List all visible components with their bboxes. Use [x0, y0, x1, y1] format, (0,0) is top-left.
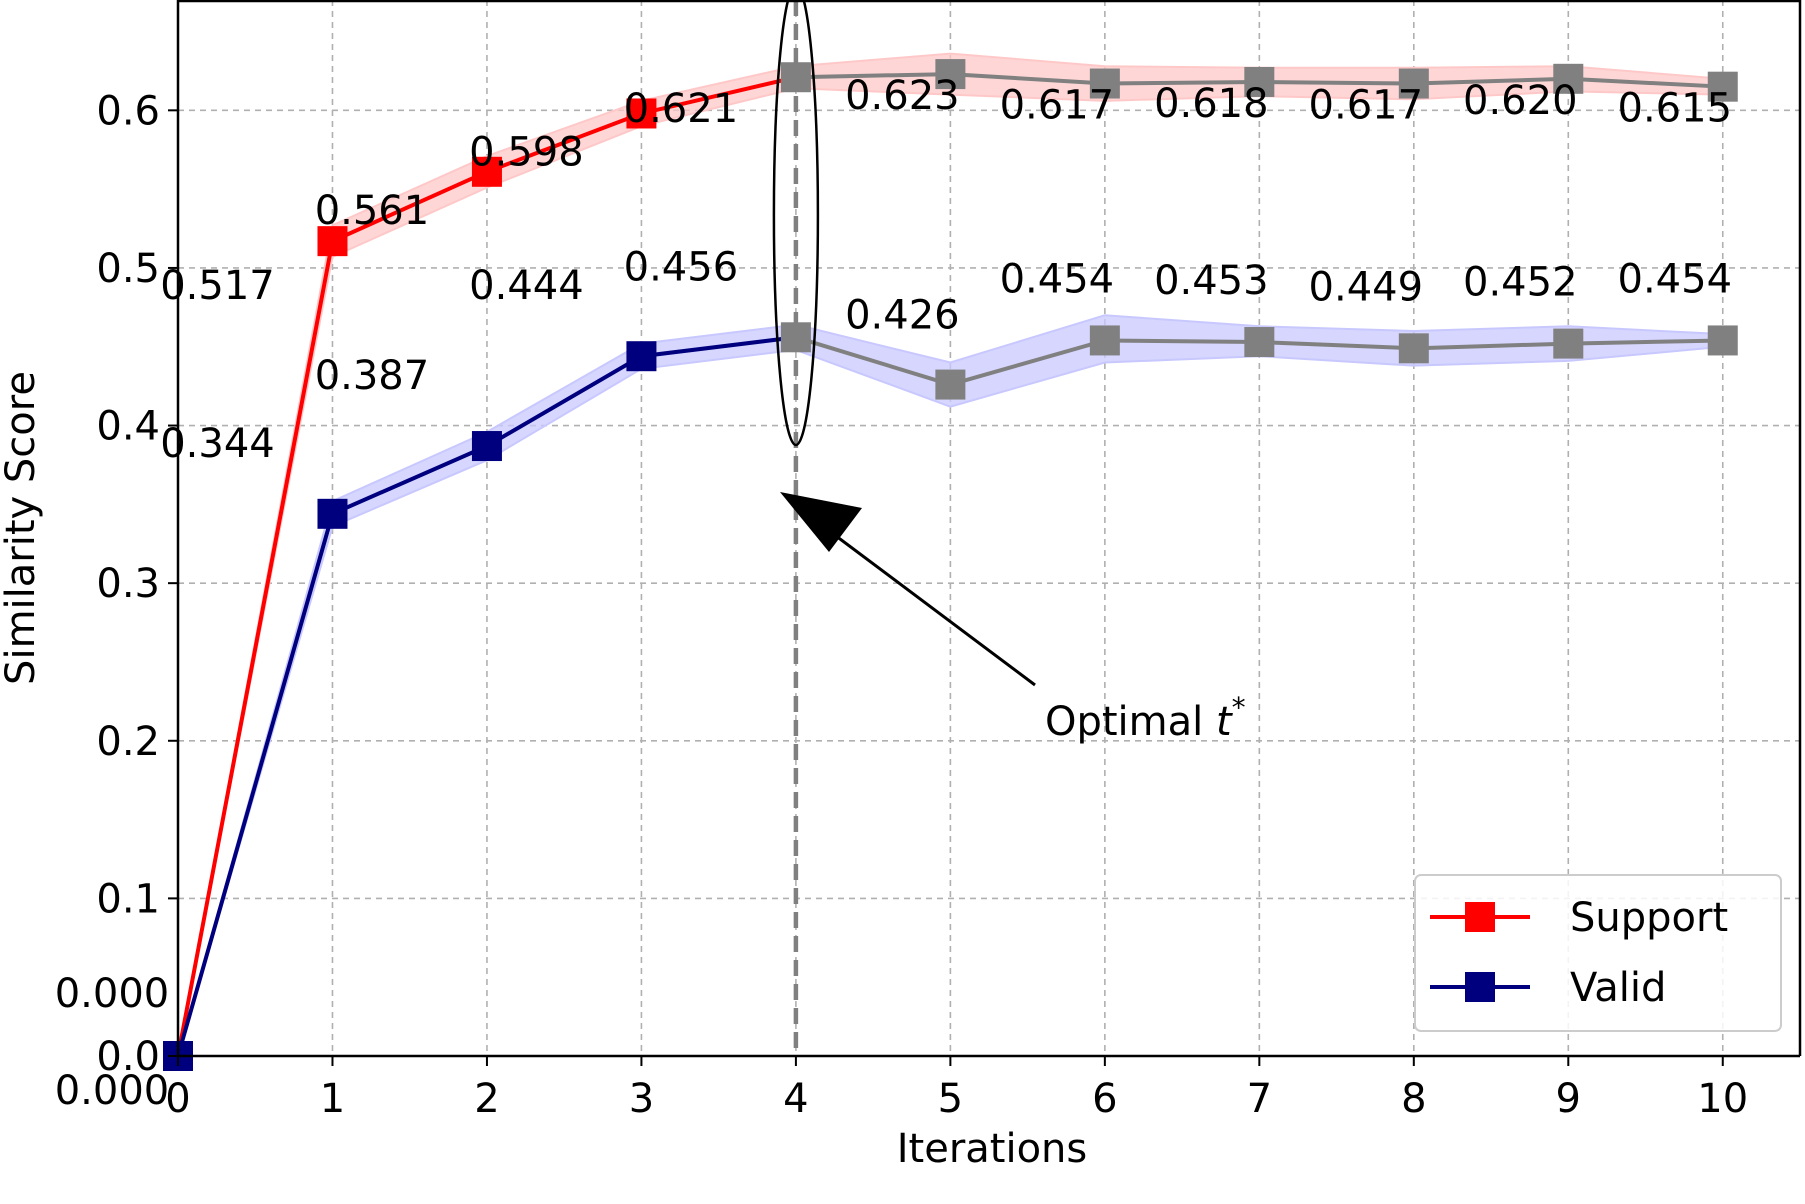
valid-marker: [935, 369, 966, 400]
y-tick-label: 0.4: [96, 404, 160, 450]
support-marker: [1553, 63, 1584, 94]
tick-labels: 0 1 2 3 4 5 6 7 8 9 10 0.0 0.1 0.2 0.3 0.4 0.5 0.6: [96, 88, 1748, 1122]
valid-marker: [1244, 327, 1275, 358]
valid-legend-label: Valid: [1570, 965, 1666, 1011]
support-data-label: 0.618: [1154, 81, 1269, 127]
y-axis-label: Similarity Score: [0, 371, 44, 685]
annotation-math: t: [1216, 699, 1233, 745]
valid-data-label: 0.387: [315, 353, 430, 399]
data-labels: 0.000 0.517 0.561 0.598 0.621 0.623 0.617 0.618…: [55, 73, 1732, 1114]
y-tick-label: 0.5: [96, 246, 160, 292]
support-data-label: 0.621: [624, 86, 739, 132]
valid-data-label: 0.449: [1309, 264, 1424, 310]
x-tick-label: 8: [1401, 1076, 1426, 1122]
optimal-ellipse: [772, 0, 820, 447]
valid-marker: [471, 431, 502, 462]
support-data-label: 0.617: [1309, 83, 1424, 129]
valid-marker: [1707, 325, 1738, 356]
valid-marker: [317, 498, 348, 529]
y-tick-label: 0.1: [96, 876, 160, 922]
optimal-marker-group: [772, 0, 820, 1056]
valid-data-label: 0.453: [1154, 258, 1269, 304]
support-marker: [471, 156, 502, 187]
support-data-label: 0.617: [1000, 83, 1115, 129]
valid-data-label: 0.452: [1463, 260, 1578, 306]
x-tick-label: 7: [1247, 1076, 1272, 1122]
x-tick-label: 10: [1697, 1076, 1748, 1122]
valid-marker: [1398, 333, 1429, 364]
annotation-text: Optimal t*: [1045, 691, 1246, 745]
support-data-label: 0.517: [160, 263, 275, 309]
support-data-label: 0.000: [55, 971, 170, 1017]
y-tick-label: 0.2: [96, 719, 160, 765]
valid-marker: [1553, 328, 1584, 359]
support-marker: [1398, 68, 1429, 99]
valid-legend-marker: [1465, 972, 1495, 1002]
valid-data-label: 0.454: [1000, 256, 1115, 302]
annotation-arrow-shaft: [811, 516, 1036, 687]
x-tick-label: 4: [783, 1076, 808, 1122]
annotation-superscript: *: [1232, 691, 1246, 724]
valid-data-label: 0.444: [469, 263, 584, 309]
y-tick-label: 0.0: [96, 1034, 160, 1080]
valid-data-label: 0.426: [845, 293, 960, 339]
valid-data-label: 0.000: [55, 1068, 170, 1114]
annotation-label: Optimal: [1045, 699, 1216, 745]
x-tick-label: 6: [1092, 1076, 1117, 1122]
support-data-label: 0.561: [315, 188, 430, 234]
support-marker: [317, 226, 348, 257]
valid-data-label: 0.456: [624, 244, 739, 290]
axes: [176, 0, 1802, 1058]
x-tick-label: 9: [1556, 1076, 1581, 1122]
support-data-label: 0.598: [469, 129, 584, 175]
x-tick-label: 2: [474, 1076, 499, 1122]
x-tick-label: 1: [320, 1076, 345, 1122]
valid-data-label: 0.344: [160, 421, 275, 467]
support-marker: [1707, 71, 1738, 102]
support-legend-marker: [1465, 902, 1495, 932]
valid-marker: [626, 341, 657, 372]
x-tick-label: 3: [629, 1076, 654, 1122]
support-marker: [626, 98, 657, 129]
x-tick-label: 0: [165, 1076, 190, 1122]
valid-marker: [1089, 325, 1120, 356]
x-tick-label: 5: [938, 1076, 963, 1122]
support-marker: [1244, 66, 1275, 97]
x-axis-label: Iterations: [897, 1126, 1088, 1172]
legend-box: [1414, 874, 1782, 1032]
optimal-annotation: Optimal t*: [780, 492, 1246, 745]
support-marker: [935, 59, 966, 90]
support-data-label: 0.615: [1618, 86, 1733, 132]
support-legend-label: Support: [1570, 895, 1728, 941]
annotation-arrow-head: [780, 492, 862, 552]
support-marker: [1089, 68, 1120, 99]
valid-data-label: 0.454: [1618, 256, 1733, 302]
legend: Support Valid: [1414, 874, 1782, 1032]
support-data-label: 0.620: [1463, 78, 1578, 124]
support-data-label: 0.623: [845, 73, 960, 119]
y-tick-label: 0.6: [96, 88, 160, 134]
y-tick-label: 0.3: [96, 561, 160, 607]
